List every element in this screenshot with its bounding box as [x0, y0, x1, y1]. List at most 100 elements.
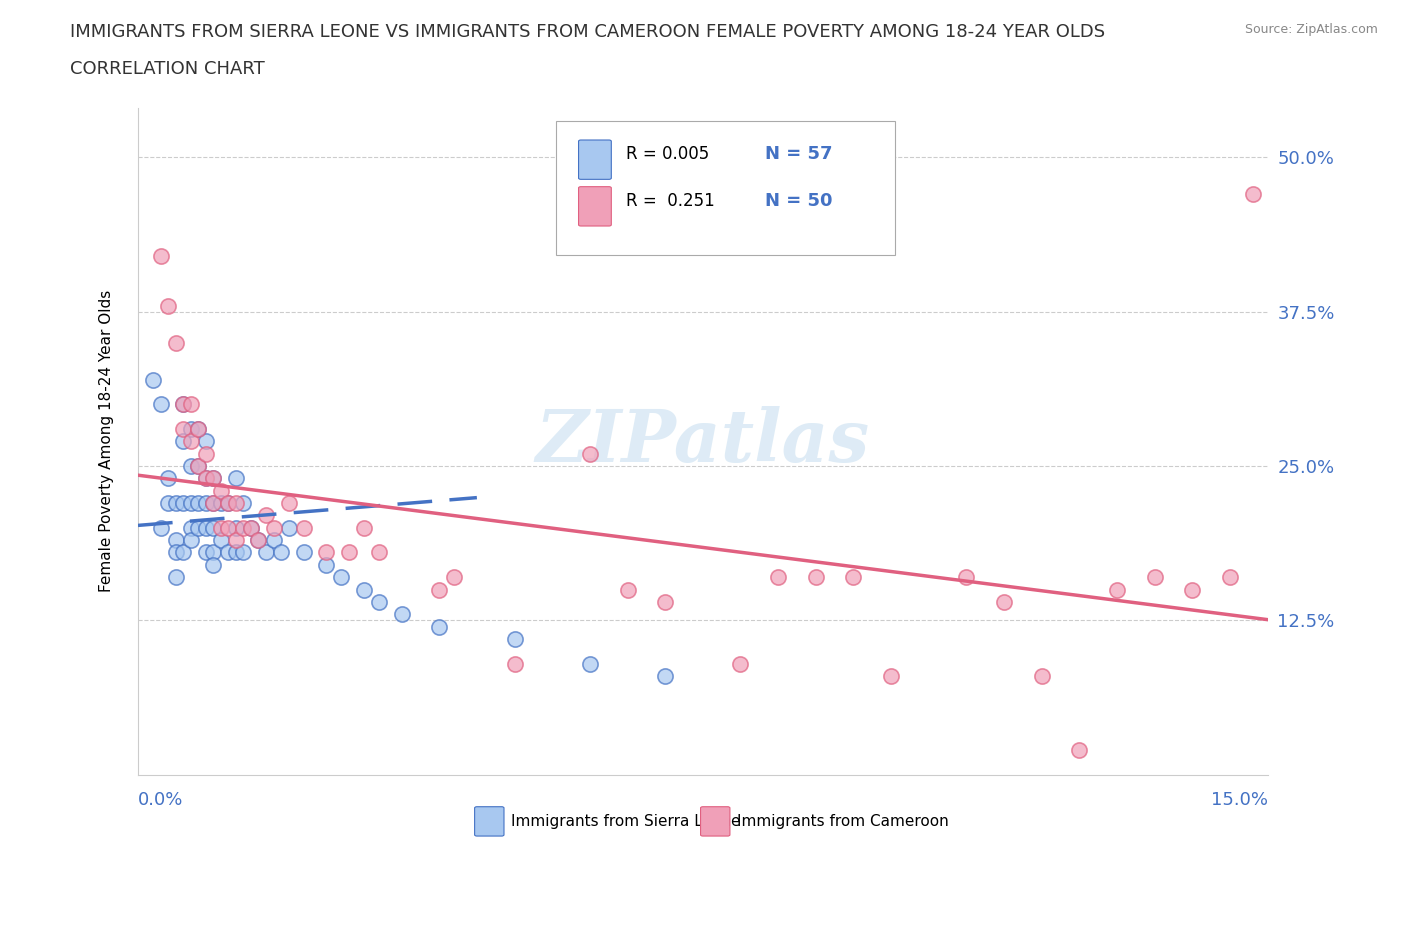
- Point: [180, 458, 202, 473]
- Text: 15.0%: 15.0%: [1211, 791, 1268, 809]
- Point: [202, 496, 225, 511]
- Point: [194, 545, 217, 560]
- Point: [209, 496, 232, 511]
- Point: [579, 657, 602, 671]
- Text: N = 57: N = 57: [765, 145, 832, 164]
- FancyBboxPatch shape: [578, 187, 612, 226]
- Point: [804, 570, 827, 585]
- Point: [165, 533, 187, 548]
- Text: R =  0.251: R = 0.251: [626, 192, 714, 210]
- Point: [202, 496, 225, 511]
- Point: [180, 421, 202, 436]
- Point: [149, 521, 172, 536]
- Text: N = 50: N = 50: [765, 192, 832, 210]
- Point: [254, 545, 277, 560]
- Point: [232, 521, 254, 536]
- Y-axis label: Female Poverty Among 18-24 Year Olds: Female Poverty Among 18-24 Year Olds: [100, 290, 114, 592]
- Point: [194, 471, 217, 485]
- Point: [165, 335, 187, 350]
- Point: [180, 496, 202, 511]
- FancyBboxPatch shape: [475, 806, 503, 836]
- Point: [427, 619, 450, 634]
- Point: [187, 458, 209, 473]
- Point: [217, 496, 239, 511]
- Point: [337, 545, 360, 560]
- Point: [225, 533, 247, 548]
- Point: [391, 606, 413, 621]
- Point: [217, 521, 239, 536]
- Text: CORRELATION CHART: CORRELATION CHART: [70, 60, 266, 78]
- Point: [194, 446, 217, 461]
- Point: [187, 421, 209, 436]
- Point: [225, 521, 247, 536]
- Point: [180, 397, 202, 412]
- Point: [225, 496, 247, 511]
- Point: [180, 521, 202, 536]
- Point: [202, 545, 225, 560]
- Point: [217, 545, 239, 560]
- Text: Source: ZipAtlas.com: Source: ZipAtlas.com: [1244, 23, 1378, 36]
- Point: [654, 669, 676, 684]
- Point: [165, 570, 187, 585]
- Text: 0.0%: 0.0%: [138, 791, 183, 809]
- Point: [180, 533, 202, 548]
- Point: [172, 397, 194, 412]
- Point: [172, 397, 194, 412]
- Point: [1069, 742, 1091, 757]
- Point: [157, 471, 180, 485]
- Point: [187, 496, 209, 511]
- FancyBboxPatch shape: [578, 140, 612, 179]
- Point: [368, 594, 391, 609]
- Point: [172, 545, 194, 560]
- Point: [209, 521, 232, 536]
- Point: [149, 248, 172, 263]
- Point: [187, 521, 209, 536]
- Point: [202, 521, 225, 536]
- Point: [1143, 570, 1166, 585]
- Point: [217, 496, 239, 511]
- Point: [225, 545, 247, 560]
- Text: IMMIGRANTS FROM SIERRA LEONE VS IMMIGRANTS FROM CAMEROON FEMALE POVERTY AMONG 18: IMMIGRANTS FROM SIERRA LEONE VS IMMIGRAN…: [70, 23, 1105, 41]
- Point: [180, 434, 202, 449]
- Point: [503, 657, 526, 671]
- Point: [157, 496, 180, 511]
- Point: [503, 631, 526, 646]
- Point: [194, 434, 217, 449]
- Point: [232, 496, 254, 511]
- Text: Immigrants from Sierra Leone: Immigrants from Sierra Leone: [510, 814, 741, 829]
- Point: [766, 570, 789, 585]
- Text: R = 0.005: R = 0.005: [626, 145, 709, 164]
- Point: [165, 496, 187, 511]
- Point: [315, 557, 337, 572]
- Point: [1241, 187, 1264, 202]
- Point: [202, 557, 225, 572]
- Point: [842, 570, 865, 585]
- Point: [142, 372, 165, 387]
- Point: [172, 421, 194, 436]
- Point: [157, 299, 180, 313]
- Point: [270, 545, 292, 560]
- Point: [955, 570, 977, 585]
- Point: [202, 471, 225, 485]
- Point: [194, 521, 217, 536]
- Point: [368, 545, 391, 560]
- Point: [880, 669, 903, 684]
- Point: [277, 521, 299, 536]
- Point: [1181, 582, 1204, 597]
- Point: [209, 484, 232, 498]
- Point: [187, 458, 209, 473]
- Text: ZIPatlas: ZIPatlas: [536, 405, 870, 477]
- Point: [202, 471, 225, 485]
- Point: [172, 496, 194, 511]
- Point: [616, 582, 638, 597]
- Point: [239, 521, 262, 536]
- Point: [187, 421, 209, 436]
- Point: [263, 521, 285, 536]
- Point: [263, 533, 285, 548]
- Point: [292, 545, 315, 560]
- Point: [225, 471, 247, 485]
- Point: [209, 533, 232, 548]
- Point: [993, 594, 1015, 609]
- FancyBboxPatch shape: [700, 806, 730, 836]
- Point: [330, 570, 353, 585]
